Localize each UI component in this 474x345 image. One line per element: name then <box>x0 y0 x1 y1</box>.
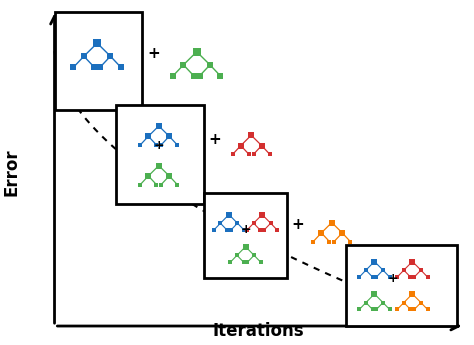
Bar <box>346 245 457 326</box>
Text: +: + <box>154 139 164 152</box>
Bar <box>204 193 287 278</box>
Text: +: + <box>240 223 251 236</box>
Text: +: + <box>209 132 221 147</box>
Text: +: + <box>292 217 304 233</box>
Bar <box>116 105 204 204</box>
Bar <box>55 12 142 110</box>
Text: Iterations: Iterations <box>212 322 304 340</box>
Text: +: + <box>388 272 399 285</box>
Text: +: + <box>148 46 160 61</box>
Text: Error: Error <box>3 149 21 196</box>
